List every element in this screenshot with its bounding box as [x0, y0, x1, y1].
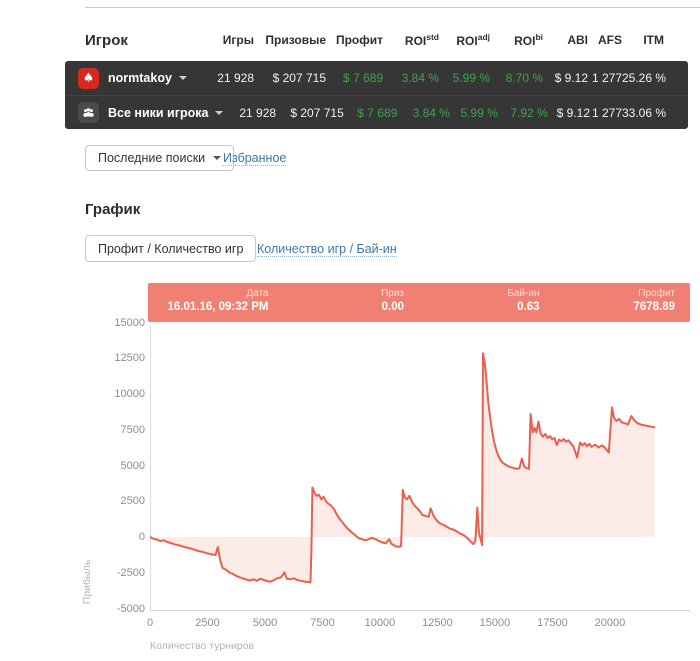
table-row-player[interactable]: ♠ normtakoy 21 928 $ 207 715 $ 7 689 3.8… — [65, 61, 688, 95]
top-divider — [85, 7, 700, 8]
profit-value: $ 7 689 — [357, 105, 398, 120]
tooltip-profit-label: Профит — [638, 288, 675, 299]
x-axis-title: Количество турниров — [150, 640, 255, 652]
y-axis-tick: 12500 — [114, 352, 145, 365]
column-header-itm: ITM — [643, 33, 664, 47]
chart-profit-line — [149, 352, 656, 584]
column-header-roi-std: ROIstd — [383, 32, 439, 48]
roi-adj-value: 5.99 % — [452, 71, 490, 85]
abi-value: $ 9.12 — [556, 105, 591, 120]
roi-std-base: ROI — [404, 34, 427, 48]
profit-chart-plot[interactable] — [149, 325, 690, 610]
column-header-afs: AFS — [598, 33, 622, 47]
prizes-value: $ 207 715 — [272, 71, 326, 85]
roi-bi-value: 7.92 % — [510, 105, 548, 120]
y-axis-line — [150, 325, 151, 610]
chart-tooltip-bar: Дата 16.01.16, 09:32 PM Приз 0.00 Бай-ин… — [148, 283, 690, 322]
afs-value: 1 277 — [591, 71, 622, 85]
abi-value: $ 9.12 — [554, 71, 588, 85]
tooltip-prize: Приз 0.00 — [284, 283, 420, 322]
x-axis-tick: 12500 — [422, 617, 453, 629]
itm-value: 25.26 % — [622, 71, 667, 85]
y-axis-tick: -5000 — [116, 602, 145, 615]
games-value: 21 928 — [217, 71, 254, 85]
roi-std-sup: std — [426, 32, 439, 42]
roi-std-value: 3.84 % — [412, 105, 450, 120]
x-axis-tick: 5000 — [252, 617, 278, 629]
x-axis-tick: 20000 — [594, 617, 626, 629]
player-table: ♠ normtakoy 21 928 $ 207 715 $ 7 689 3.8… — [65, 61, 688, 129]
roi-bi-base: ROI — [514, 34, 536, 48]
games-value: 21 928 — [239, 105, 277, 120]
recent-searches-button[interactable]: Последние поиски — [85, 145, 235, 171]
y-axis-tick: 0 — [138, 531, 145, 543]
chart-section-title: График — [85, 201, 141, 218]
tooltip-date-label: Дата — [246, 288, 269, 299]
player-name-cell[interactable]: ♠ normtakoy — [78, 67, 198, 89]
roi-bi-value: 8.70 % — [505, 71, 543, 85]
x-axis-tick: 10000 — [364, 617, 396, 629]
column-header-profit: Профит — [335, 33, 383, 47]
column-header-games: Игры — [222, 33, 254, 47]
column-header-roi-adj: ROIadj — [439, 32, 490, 48]
x-axis-tick: 0 — [146, 617, 154, 629]
tooltip-date: Дата 16.01.16, 09:32 PM — [148, 283, 284, 322]
tooltip-buyin-label: Бай-ин — [507, 288, 540, 299]
tab-games-vs-buyin[interactable]: Количество игр / Бай-ин — [257, 242, 397, 257]
column-header-prizes: Призовые — [265, 33, 326, 47]
player-name: Все ники игрока — [108, 105, 209, 120]
player-name-cell[interactable]: Все ники игрока — [78, 102, 224, 123]
profit-value: $ 7 689 — [342, 71, 383, 85]
tooltip-prize-label: Приз — [381, 288, 404, 299]
y-axis-title: Прибыль — [81, 559, 93, 605]
prizes-value: $ 207 715 — [290, 105, 344, 120]
roi-adj-sup: adj — [477, 32, 490, 42]
tooltip-profit-value: 7678.89 — [633, 301, 675, 313]
favorites-link[interactable]: Избранное — [223, 151, 287, 166]
y-axis-tick: -2500 — [116, 566, 145, 579]
x-axis-tick: 2500 — [195, 617, 220, 629]
player-table-header: Игрок Игры Призовые Профит ROIstd ROIadj… — [65, 28, 688, 52]
tab-profit-label: Профит / Количество игр — [98, 241, 244, 256]
y-axis-tick: 10000 — [114, 388, 145, 400]
profit-area-chart — [149, 352, 656, 584]
chart-area-fill — [150, 353, 655, 583]
roi-adj-value: 5.99 % — [460, 105, 498, 120]
all-nicknames-group-icon — [78, 102, 99, 123]
roi-std-value: 3.84 % — [401, 71, 439, 85]
y-axis-tick: 7500 — [120, 423, 145, 436]
y-axis-tick: 2500 — [120, 495, 145, 508]
column-header-abi: ABI — [567, 33, 588, 47]
y-axis-tick: 15000 — [114, 316, 145, 329]
tab-profit-vs-games[interactable]: Профит / Количество игр — [85, 235, 257, 262]
recent-searches-label: Последние поиски — [98, 151, 206, 165]
tooltip-date-value: 16.01.16, 09:32 PM — [167, 301, 269, 313]
y-axis-tick: 5000 — [120, 459, 145, 472]
itm-value: 33.06 % — [622, 105, 667, 120]
roi-bi-sup: bi — [535, 32, 543, 42]
tooltip-buyin-value: 0.63 — [517, 301, 540, 313]
x-axis-tick: 7500 — [310, 617, 335, 629]
chevron-down-icon — [213, 156, 222, 160]
column-header-roi-bi: ROIbi — [490, 32, 543, 48]
afs-value: 1 277 — [591, 105, 622, 120]
pokerstars-spade-icon: ♠ — [78, 67, 99, 89]
tooltip-profit: Профит 7678.89 — [555, 283, 691, 322]
roi-adj-base: ROI — [456, 34, 478, 48]
player-name: normtakoy — [108, 71, 172, 85]
chevron-down-icon[interactable] — [215, 110, 224, 115]
chevron-down-icon[interactable] — [178, 76, 187, 80]
table-row-all-nicknames[interactable]: Все ники игрока 21 928 $ 207 715 $ 7 689… — [65, 95, 688, 129]
column-header-player: Игрок — [85, 31, 128, 49]
tooltip-prize-value: 0.00 — [381, 301, 404, 313]
x-axis-tick: 17500 — [537, 617, 568, 629]
x-axis-tick: 15000 — [479, 617, 511, 629]
x-axis-line — [150, 610, 690, 611]
tooltip-buyin: Бай-ин 0.63 — [419, 283, 555, 322]
